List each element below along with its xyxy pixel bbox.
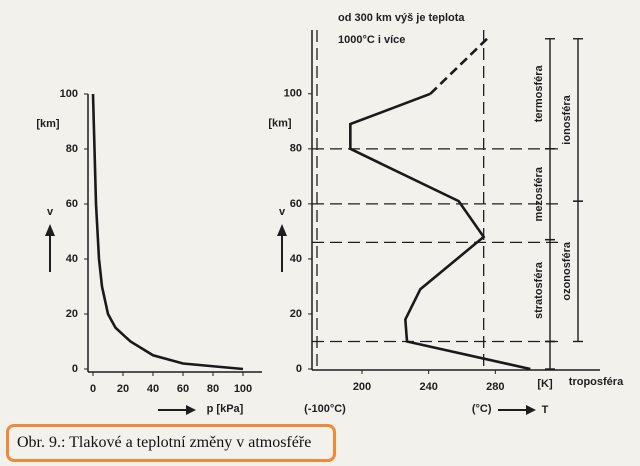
y-arrowhead (45, 224, 55, 236)
y-label: v (47, 206, 54, 218)
y-tick-label: 80 (290, 143, 302, 155)
x-tick-label: 100 (234, 383, 252, 395)
x-tick-label: 60 (177, 383, 189, 395)
x-tick-label: 80 (207, 383, 219, 395)
x-unit: [K] (537, 378, 553, 390)
layer-label: ozonosféra (561, 241, 573, 301)
annotation: 1000°C i více (338, 34, 405, 46)
x-tick-label: 280 (486, 381, 504, 393)
layer-label: stratosféra (533, 261, 545, 319)
y-tick-label: 40 (66, 253, 78, 265)
x-label: T (542, 404, 549, 416)
y-tick-label: 40 (290, 253, 302, 265)
layer-label: termosféra (533, 64, 545, 122)
x-tick-label: 20 (117, 383, 129, 395)
layer-label: ionosféra (561, 94, 573, 144)
y-tick-label: 100 (60, 88, 78, 100)
y-tick-label: 20 (66, 308, 78, 320)
data-line (91, 93, 244, 371)
x-arrowhead (186, 405, 196, 415)
annotation: od 300 km výš je teplota (338, 12, 465, 24)
x-tick-label: 40 (147, 383, 159, 395)
reference-label: (°C) (472, 403, 492, 415)
y-tick-label: 80 (66, 143, 78, 155)
x-tick-label: 0 (90, 383, 96, 395)
layer-label: mezosféra (533, 166, 545, 221)
x-tick-label: 200 (353, 381, 371, 393)
y-tick-label: 0 (296, 363, 302, 375)
reference-label: (-100°C) (304, 403, 346, 415)
caption: Obr. 9.: Tlakové a teplotní změny v atmo… (6, 424, 336, 462)
layer-label: troposféra (569, 376, 624, 388)
y-arrowhead (277, 224, 287, 236)
data-line (349, 92, 531, 371)
y-tick-label: 60 (66, 198, 78, 210)
y-unit: [km] (268, 118, 292, 130)
y-label: v (279, 206, 286, 218)
y-tick-label: 20 (290, 308, 302, 320)
y-unit: [km] (36, 118, 60, 130)
data-line (429, 37, 488, 95)
y-tick-label: 60 (290, 198, 302, 210)
y-tick-label: 0 (72, 363, 78, 375)
y-tick-label: 100 (284, 88, 302, 100)
x-tick-label: 240 (419, 381, 437, 393)
x-label: p [kPa] (207, 403, 244, 415)
x-arrowhead (526, 405, 536, 415)
